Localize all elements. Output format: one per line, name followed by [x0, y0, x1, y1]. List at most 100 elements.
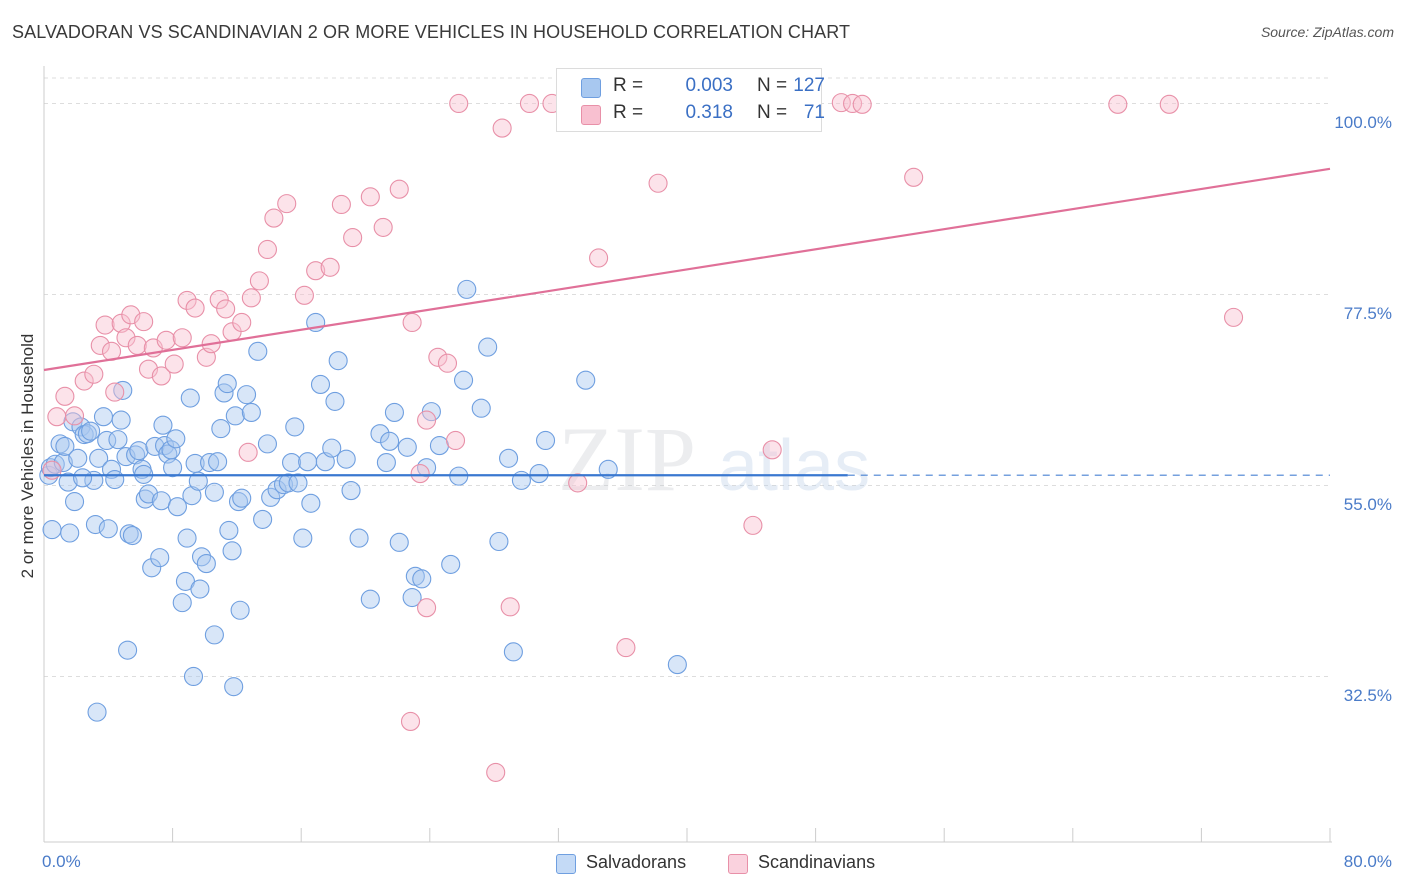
data-point	[211, 419, 231, 439]
watermark-atlas: atlas	[718, 426, 870, 506]
data-point	[277, 194, 297, 214]
stats-swatch-salvadorans	[581, 78, 601, 98]
data-point	[253, 509, 273, 529]
data-point	[519, 93, 540, 114]
data-point	[164, 354, 184, 374]
data-point	[322, 438, 342, 458]
series-salvadorans	[39, 279, 687, 722]
data-point	[328, 351, 348, 371]
stats-r-value: 0.003	[685, 75, 733, 96]
data-point	[499, 448, 519, 468]
data-point	[113, 380, 133, 400]
data-point	[196, 554, 216, 574]
data-point	[87, 702, 107, 722]
data-point	[667, 655, 687, 675]
data-point	[1108, 94, 1128, 114]
data-point	[134, 312, 154, 332]
data-point	[500, 597, 520, 617]
data-point	[241, 402, 261, 423]
data-point	[429, 436, 449, 456]
legend-label-salvadorans: Salvadorans	[586, 852, 687, 872]
x-tick-max: 80.0%	[1343, 852, 1392, 871]
data-point	[153, 415, 173, 435]
legend: Salvadorans Scandinavians	[0, 852, 1406, 876]
axes	[43, 66, 1332, 843]
data-point	[89, 448, 109, 468]
y-tick-label: 55.0%	[1343, 495, 1392, 515]
data-point	[904, 167, 924, 187]
stats-r-label: R =	[613, 102, 644, 123]
data-point	[90, 335, 110, 355]
y-tick-label: 100.0%	[1334, 113, 1392, 133]
data-point	[68, 448, 88, 468]
data-point	[156, 330, 176, 350]
data-point	[105, 469, 125, 490]
data-point	[598, 459, 618, 479]
data-point	[185, 298, 205, 318]
data-point	[445, 430, 466, 451]
data-point	[288, 473, 308, 493]
data-point	[58, 472, 78, 492]
stats-swatch-scandinavians	[581, 105, 601, 125]
y-tick-label: 77.5%	[1343, 304, 1392, 324]
y-tick-label: 32.5%	[1343, 686, 1392, 706]
stats-n-label: N =	[757, 102, 788, 123]
legend-swatch-salvadorans	[556, 854, 576, 874]
data-point	[568, 473, 588, 493]
data-point	[852, 94, 872, 114]
data-point	[298, 452, 318, 472]
data-point	[101, 459, 122, 479]
data-point	[400, 711, 421, 732]
data-point	[402, 312, 422, 333]
data-point	[122, 526, 142, 546]
data-point	[373, 217, 393, 237]
data-point	[360, 589, 380, 609]
data-point	[183, 666, 204, 687]
data-point	[111, 410, 131, 430]
data-point	[248, 341, 268, 361]
data-point	[486, 762, 506, 782]
data-point	[118, 640, 138, 660]
data-point	[389, 179, 409, 199]
data-point	[42, 460, 62, 480]
data-point	[341, 481, 361, 501]
data-point	[293, 528, 313, 548]
data-point	[503, 642, 523, 662]
data-point	[384, 402, 404, 423]
stats-n-label: N =	[757, 75, 788, 96]
data-point	[172, 328, 192, 348]
data-point	[232, 312, 252, 333]
watermark-zip: ZIP	[558, 408, 696, 510]
data-point	[478, 337, 498, 357]
data-point	[257, 434, 277, 454]
stats-box: R = 0.003 N = 127 R = 0.318 N = 71	[556, 68, 825, 132]
data-point	[492, 118, 512, 138]
data-point	[437, 353, 458, 373]
trend-lines	[43, 167, 1331, 477]
data-point	[648, 173, 668, 193]
data-point	[349, 528, 369, 548]
data-point	[167, 497, 187, 517]
data-point	[55, 386, 75, 406]
data-point	[743, 515, 763, 535]
data-point	[489, 531, 509, 552]
legend-swatch-scandinavians	[728, 854, 748, 874]
data-point	[84, 364, 104, 384]
data-point	[511, 470, 531, 490]
data-point	[325, 391, 345, 411]
data-point	[225, 406, 245, 426]
data-point	[397, 437, 417, 457]
data-point	[222, 541, 242, 561]
data-point	[389, 532, 409, 552]
data-point	[454, 370, 474, 390]
data-point	[267, 480, 287, 500]
data-point	[55, 436, 75, 456]
data-point	[306, 261, 326, 281]
data-point	[428, 347, 448, 367]
data-point	[135, 489, 155, 509]
stats-n-value: 127	[793, 75, 825, 96]
data-point	[320, 257, 340, 277]
data-point	[249, 271, 269, 291]
data-point	[163, 458, 183, 478]
